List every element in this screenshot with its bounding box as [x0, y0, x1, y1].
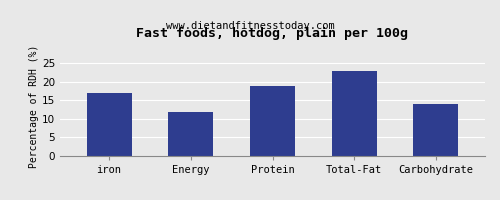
- Title: Fast foods, hotdog, plain per 100g: Fast foods, hotdog, plain per 100g: [136, 26, 408, 40]
- Bar: [250, 86, 295, 156]
- Bar: [332, 71, 376, 156]
- Bar: [414, 104, 459, 156]
- Bar: [168, 112, 213, 156]
- Text: www.dietandfitnesstoday.com: www.dietandfitnesstoday.com: [166, 21, 334, 31]
- Bar: [86, 93, 132, 156]
- Y-axis label: Percentage of RDH (%): Percentage of RDH (%): [29, 44, 39, 168]
